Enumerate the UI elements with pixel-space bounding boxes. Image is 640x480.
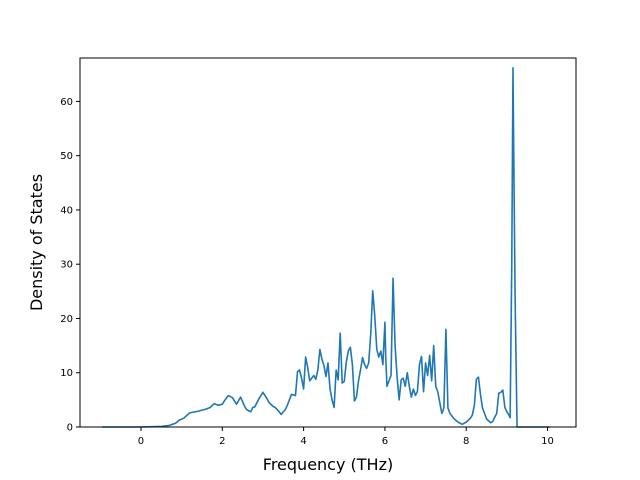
x-tick-label: 8 [463, 436, 469, 447]
y-tick-label: 50 [60, 151, 73, 162]
y-tick-label: 60 [60, 97, 73, 108]
x-axis-label: Frequency (THz) [263, 455, 393, 474]
x-tick-label: 2 [219, 436, 225, 447]
x-axis-ticks: 0 2 4 6 8 10 [138, 427, 554, 447]
y-tick-label: 10 [60, 368, 73, 379]
x-tick-label: 6 [382, 436, 388, 447]
x-tick-label: 10 [541, 436, 554, 447]
axes-frame [79, 57, 577, 428]
x-tick-label: 0 [138, 436, 144, 447]
y-tick-label: 0 [67, 423, 73, 434]
series-line-0 [101, 66, 551, 428]
y-tick-label: 30 [60, 260, 73, 271]
y-axis-label: Density of States [27, 174, 46, 311]
x-tick-label: 4 [300, 436, 306, 447]
y-tick-label: 40 [60, 205, 73, 216]
y-axis-ticks: 0 10 20 30 40 50 60 [60, 97, 80, 434]
plot-area [101, 66, 551, 428]
y-tick-label: 20 [60, 314, 73, 325]
